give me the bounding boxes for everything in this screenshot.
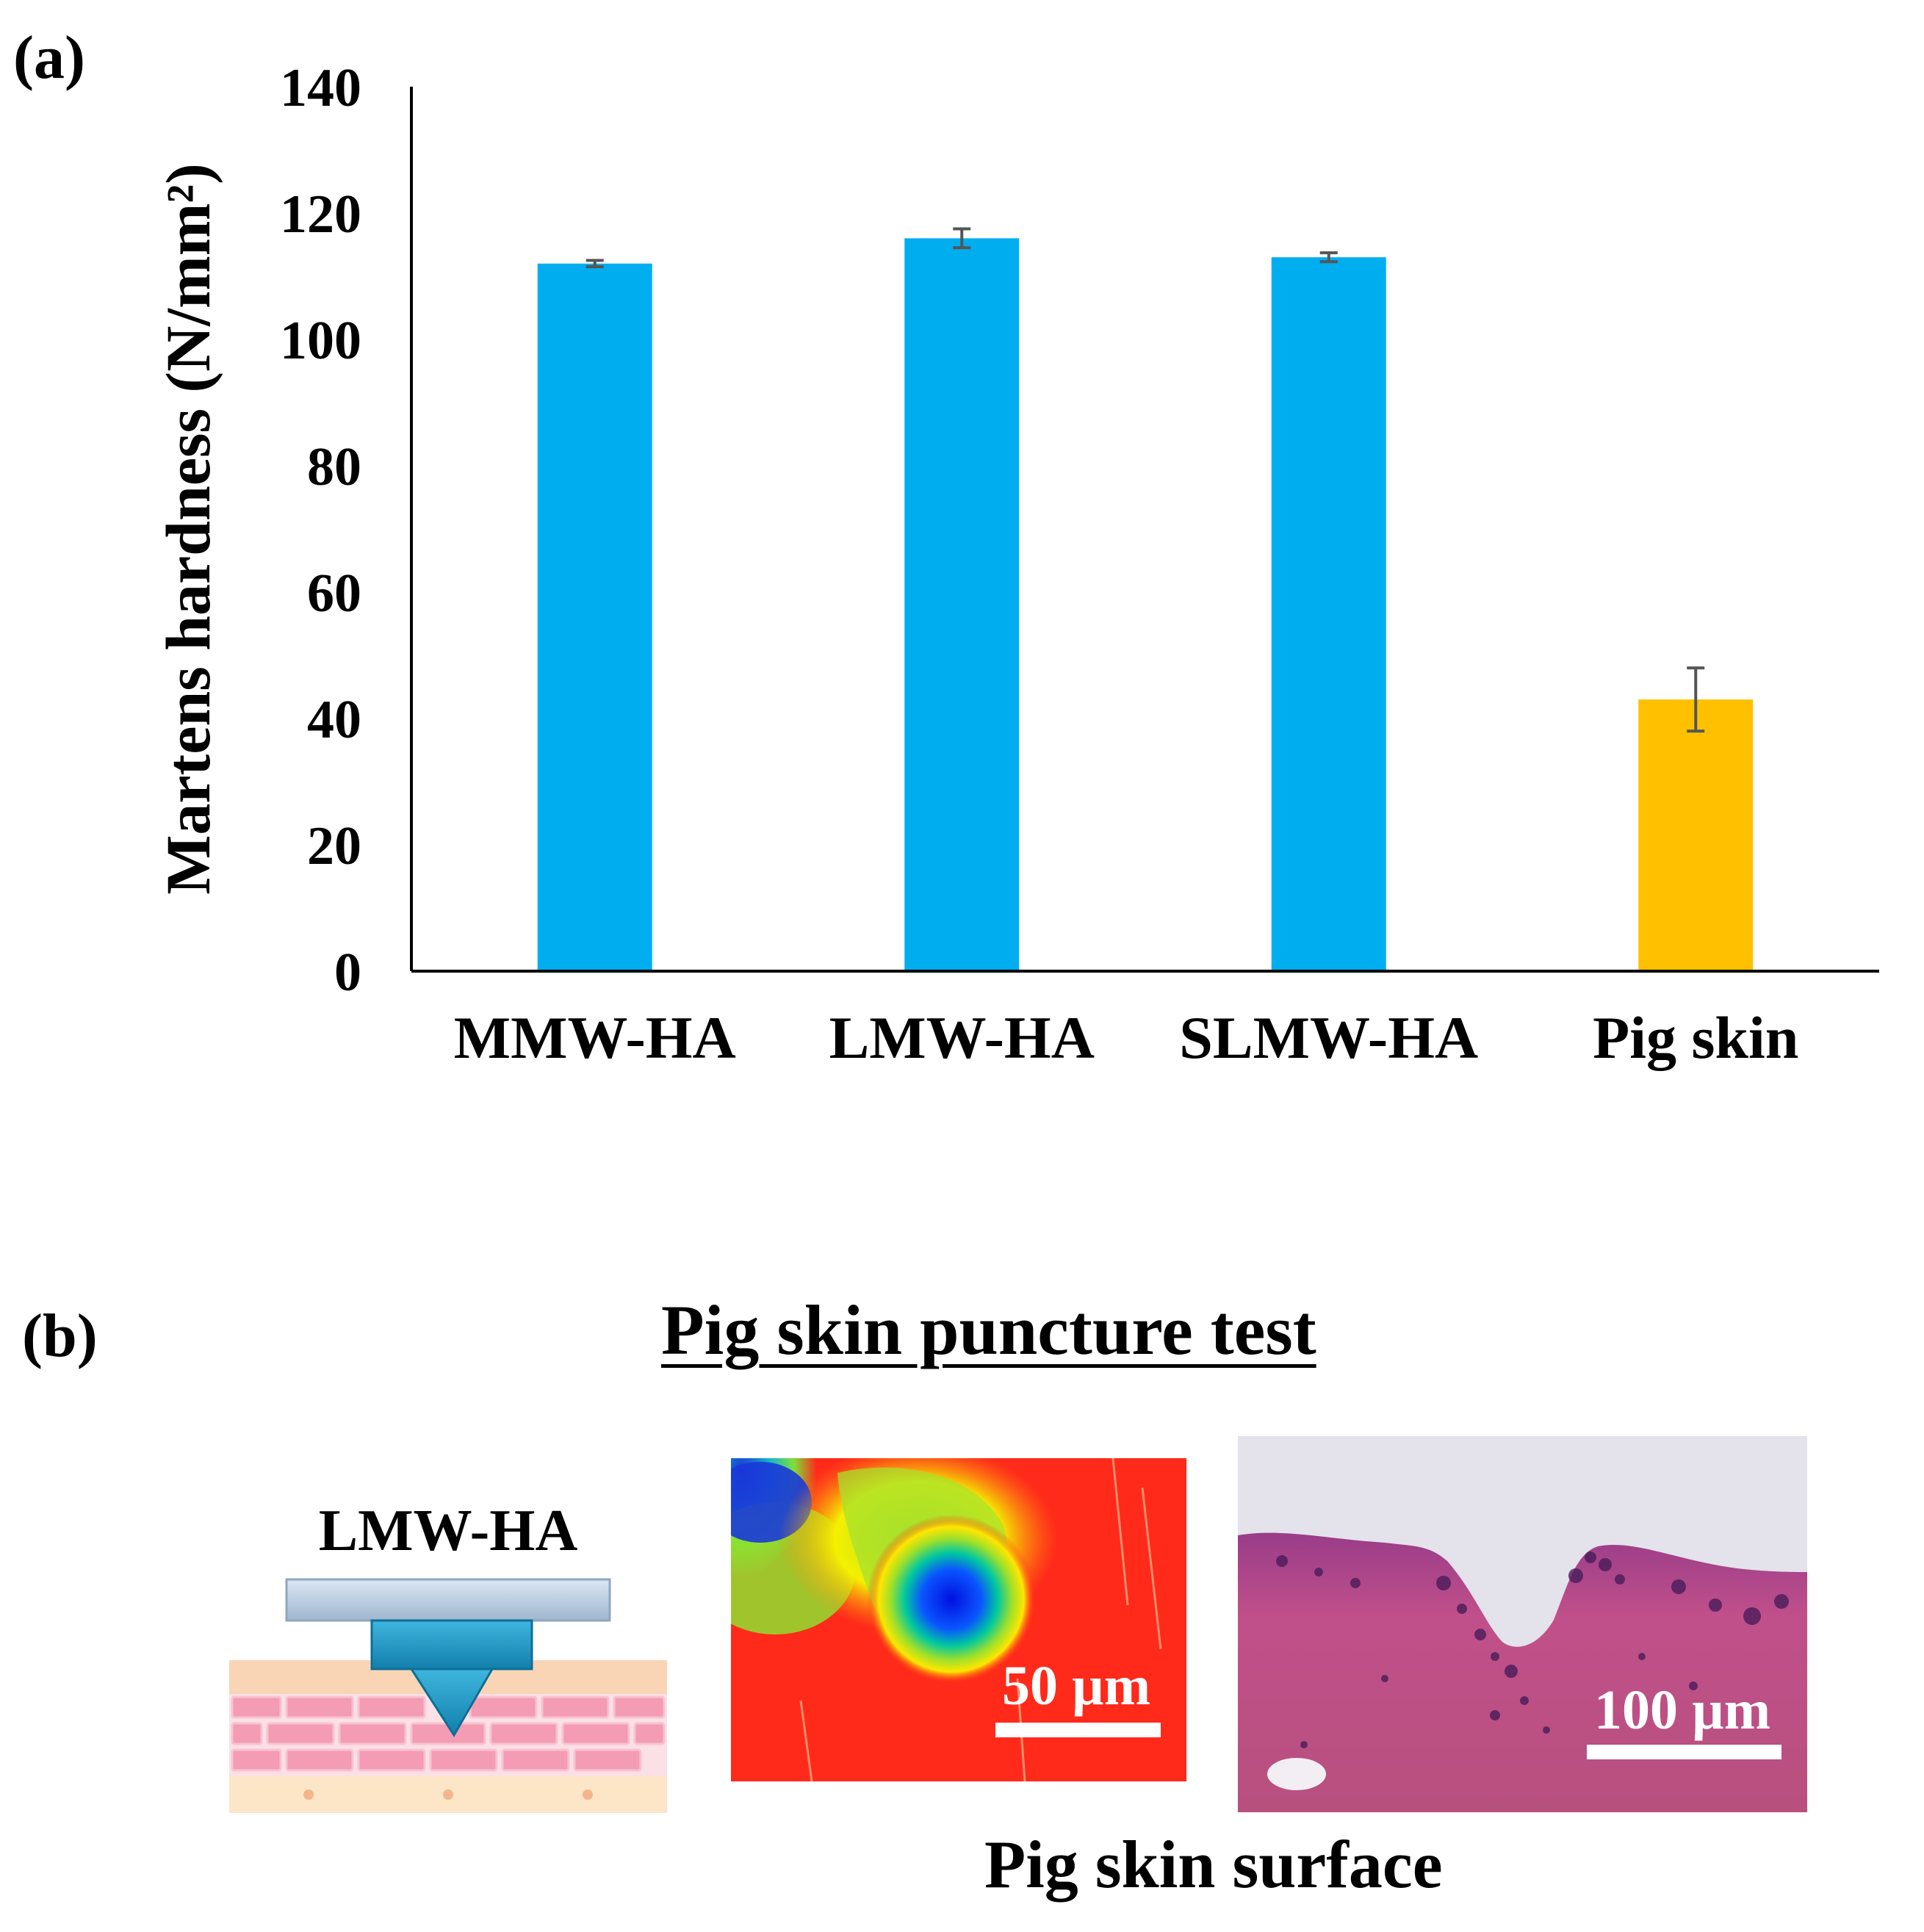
y-tick-label: 120 bbox=[280, 184, 361, 245]
skin-cells bbox=[231, 1695, 666, 1772]
bar-mmw-ha bbox=[537, 263, 652, 971]
patch-base bbox=[285, 1578, 611, 1622]
x-tick-label: Pig skin bbox=[1593, 1004, 1798, 1071]
error-bar bbox=[1687, 666, 1705, 733]
y-tick-label: 0 bbox=[334, 942, 361, 1003]
martens-hardness-bar-chart: 0 20 40 60 80 100 120 140 MMW-HA LMW-HA SLMW-HA Pi… bbox=[153, 58, 1879, 1071]
scale-bar-50-label: 50 µm bbox=[1002, 1655, 1150, 1717]
x-tick-label: LMW-HA bbox=[829, 1004, 1095, 1071]
bar-lmw-ha bbox=[904, 238, 1020, 971]
needle-body bbox=[370, 1619, 533, 1670]
y-tick-label: 140 bbox=[280, 58, 361, 118]
pig-skin-surface-caption: Pig skin surface bbox=[984, 1827, 1443, 1902]
y-tick-label: 80 bbox=[307, 437, 361, 497]
error-bar bbox=[1319, 251, 1338, 264]
bar-slmw-ha bbox=[1271, 257, 1386, 971]
skin-dots bbox=[303, 1789, 593, 1800]
error-bar bbox=[586, 259, 604, 269]
bar-pig-skin bbox=[1638, 699, 1754, 971]
histology-section-image: 100 µm bbox=[1238, 1436, 1807, 1812]
y-axis-label: Martens hardness (N/mm²) bbox=[153, 163, 223, 895]
scale-bar-100 bbox=[1587, 1745, 1781, 1759]
y-tick-label: 40 bbox=[307, 690, 361, 750]
y-tick-label: 100 bbox=[280, 311, 361, 371]
panel-a-label: (a) bbox=[13, 24, 85, 92]
microneedle-schematic: LMW-HA bbox=[229, 1499, 667, 1813]
x-tick-label: MMW-HA bbox=[454, 1004, 736, 1071]
x-tick-labels: MMW-HA LMW-HA SLMW-HA Pig skin bbox=[454, 1004, 1799, 1071]
needle-tip bbox=[409, 1668, 494, 1737]
bars bbox=[537, 238, 1754, 971]
panel-b-label: (b) bbox=[22, 1302, 98, 1370]
x-tick-label: SLMW-HA bbox=[1179, 1004, 1478, 1071]
puncture-test-title: Pig skin puncture test bbox=[661, 1291, 1316, 1369]
y-tick-label: 20 bbox=[307, 816, 361, 876]
scale-bar-50 bbox=[995, 1723, 1161, 1737]
y-tick-label: 60 bbox=[307, 563, 361, 624]
error-bars bbox=[586, 227, 1705, 733]
scale-bar-100-label: 100 µm bbox=[1594, 1679, 1770, 1741]
error-bar bbox=[953, 227, 971, 250]
schematic-label: LMW-HA bbox=[319, 1499, 578, 1563]
y-tick-labels: 0 20 40 60 80 100 120 140 bbox=[280, 58, 361, 1003]
surface-height-map: 50 µm bbox=[731, 1458, 1186, 1781]
